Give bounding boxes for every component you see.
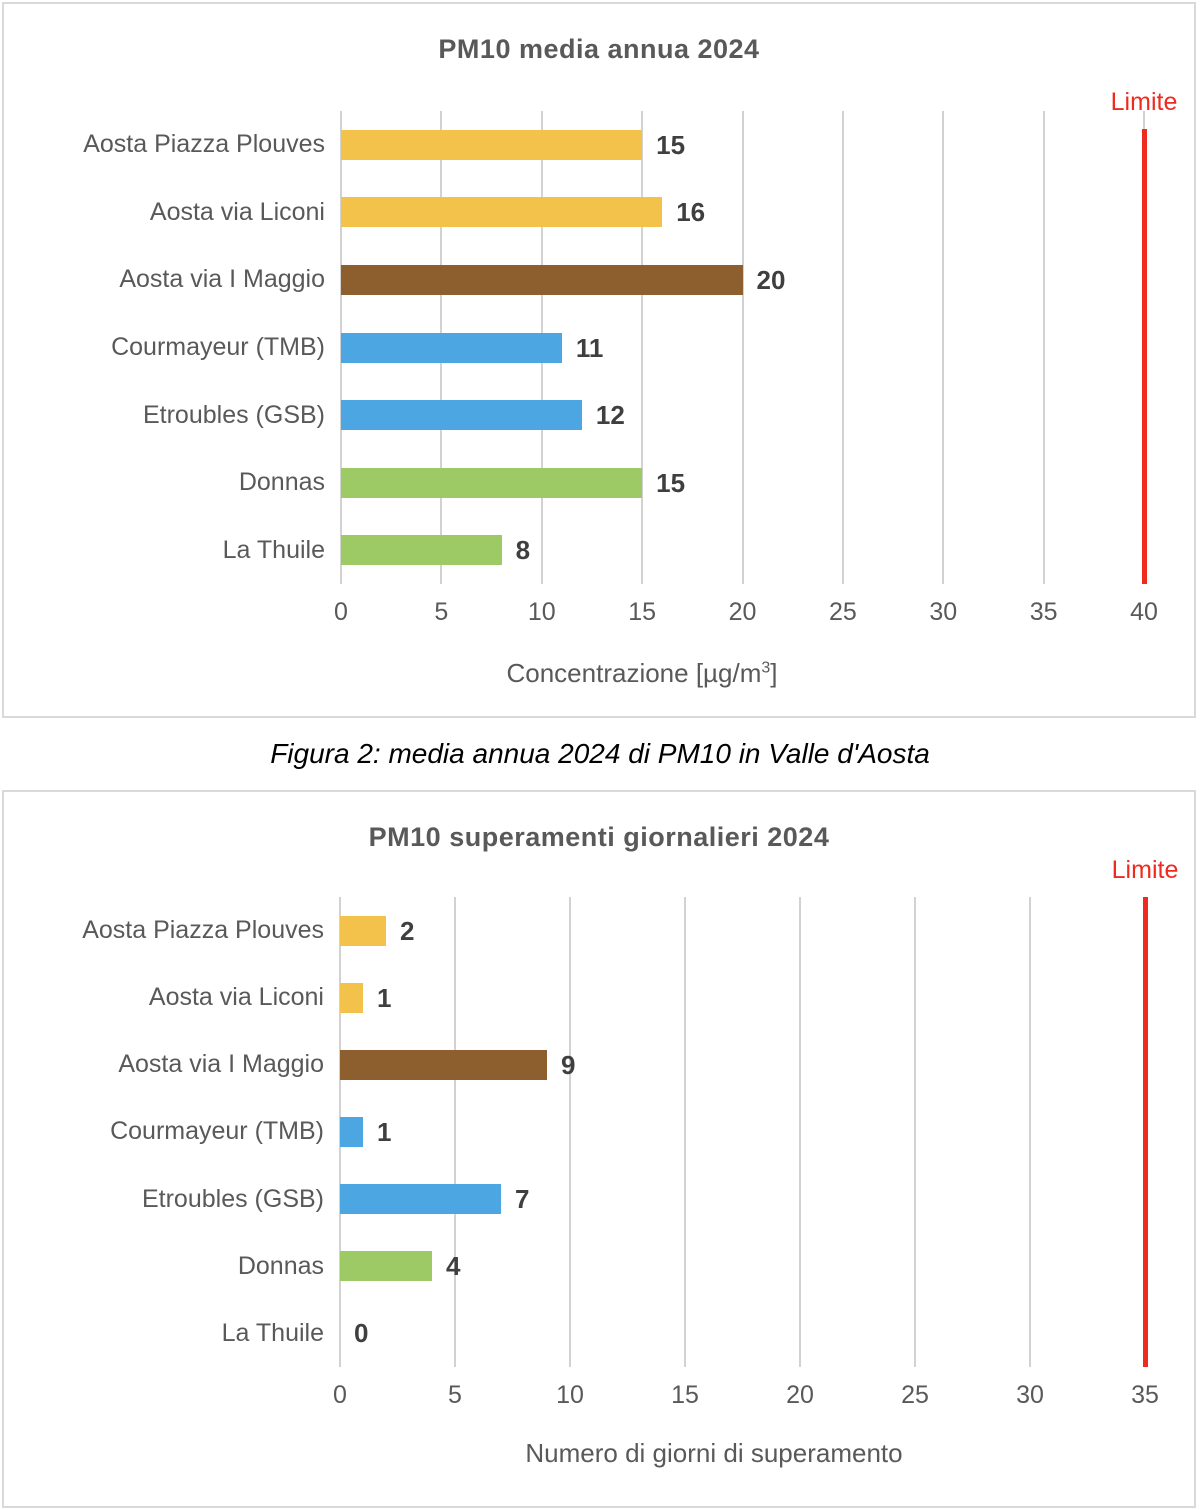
category-label-aosta-via-i-maggio: Aosta via I Maggio (118, 1050, 324, 1079)
category-label-aosta-via-liconi: Aosta via Liconi (148, 983, 324, 1012)
bar-donnas (341, 467, 643, 498)
figure-caption: Figura 2: media annua 2024 di PM10 in Va… (270, 738, 930, 769)
x-tick-label-10: 10 (556, 1381, 584, 1409)
x-tick-label-5: 5 (434, 598, 449, 626)
pm10-daily-exceedances-chart: PM10 superamenti giornalieri 2024 Limite… (2, 790, 1196, 1508)
bar-value-label-donnas: 15 (656, 467, 686, 498)
category-label-aosta-via-i-maggio: Aosta via I Maggio (119, 265, 325, 294)
bar-value-label-la-thuile: 0 (354, 1318, 369, 1349)
gridline-15 (684, 897, 686, 1367)
x-axis-title-text: Concentrazione [µg/m (506, 658, 762, 688)
bar-etroubles-gsb (340, 1184, 501, 1215)
bar-donnas (340, 1251, 432, 1282)
bar-value-label-courmayeur-tmb: 1 (377, 1117, 392, 1147)
category-label-etroubles-gsb: Etroubles (GSB) (141, 1184, 324, 1213)
gridline-15 (641, 111, 644, 584)
category-label-courmayeur-tmb: Courmayeur (TMB) (111, 332, 325, 361)
bar-value-label-etroubles-gsb: 7 (515, 1184, 530, 1215)
x-axis-title-suffix: ] (770, 658, 778, 688)
x-axis-title: Concentrazione [µg/m3] (322, 658, 962, 689)
bar-value-label-aosta-piazza-plouves: 15 (656, 129, 686, 160)
x-tick-label-10: 10 (527, 598, 556, 626)
bar-value-label-aosta-via-liconi: 16 (676, 197, 706, 228)
bar-etroubles-gsb (341, 400, 582, 431)
gridline-10 (569, 897, 571, 1367)
x-axis-title-text: Numero di giorni di superamento (525, 1438, 903, 1468)
plot-area: 15 16 20 11 12 15 8 (340, 111, 1147, 584)
bar-value-label-la-thuile: 8 (515, 535, 531, 566)
gridline-5 (454, 897, 456, 1367)
limit-line (1141, 129, 1147, 584)
category-label-aosta-via-liconi: Aosta via Liconi (149, 197, 325, 226)
bar-value-label-donnas: 4 (446, 1251, 461, 1282)
x-tick-label-5: 5 (448, 1381, 462, 1409)
x-tick-label-35: 35 (1131, 1381, 1159, 1409)
bar-aosta-via-i-maggio (341, 264, 743, 295)
category-label-etroubles-gsb: Etroubles (GSB) (142, 400, 325, 429)
bar-value-label-aosta-via-i-maggio: 20 (756, 264, 786, 295)
x-tick-label-0: 0 (333, 1381, 347, 1409)
bar-courmayeur-tmb (340, 1117, 363, 1147)
bar-aosta-via-i-maggio (340, 1049, 547, 1080)
gridline-25 (841, 111, 844, 584)
bar-aosta-via-liconi (340, 982, 363, 1013)
x-tick-label-30: 30 (929, 598, 958, 626)
x-tick-label-25: 25 (901, 1381, 929, 1409)
category-label-aosta-piazza-plouves: Aosta Piazza Plouves (83, 130, 325, 159)
category-label-donnas: Donnas (238, 468, 325, 497)
gridline-25 (914, 897, 916, 1367)
category-label-aosta-piazza-plouves: Aosta Piazza Plouves (82, 916, 324, 945)
bar-la-thuile (341, 535, 502, 566)
x-axis-title-superscript: 3 (761, 659, 771, 677)
category-label-la-thuile: La Thuile (222, 535, 325, 564)
chart-title: PM10 media annua 2024 (438, 34, 760, 64)
category-label-courmayeur-tmb: Courmayeur (TMB) (110, 1117, 324, 1146)
bar-courmayeur-tmb (341, 332, 562, 363)
x-tick-label-40: 40 (1130, 598, 1158, 626)
gridline-30 (1029, 897, 1031, 1367)
pm10-annual-mean-chart: PM10 media annua 2024 Limite 15 16 20 11 12 1… (2, 2, 1196, 718)
gridline-20 (741, 111, 744, 584)
x-tick-label-20: 20 (786, 1381, 814, 1409)
gridline-30 (942, 111, 945, 584)
bar-value-label-courmayeur-tmb: 11 (575, 332, 604, 363)
x-tick-label-35: 35 (1029, 598, 1058, 626)
limit-line (1142, 897, 1148, 1367)
bar-value-label-etroubles-gsb: 12 (595, 400, 625, 431)
bar-aosta-piazza-plouves (340, 915, 386, 946)
category-label-la-thuile: La Thuile (221, 1318, 324, 1347)
gridline-35 (1042, 111, 1045, 584)
x-tick-label-30: 30 (1016, 1381, 1044, 1409)
x-axis-title: Numero di giorni di superamento (394, 1438, 1034, 1469)
bar-aosta-via-liconi (341, 197, 663, 228)
bar-aosta-piazza-plouves (341, 129, 643, 160)
gridline-20 (799, 897, 801, 1367)
x-tick-label-25: 25 (828, 598, 857, 626)
chart-title: PM10 superamenti giornalieri 2024 (368, 822, 830, 852)
limit-label: Limite (1111, 856, 1179, 884)
x-tick-label-15: 15 (628, 598, 657, 626)
x-tick-label-20: 20 (728, 598, 757, 626)
x-tick-label-0: 0 (334, 598, 348, 626)
category-label-donnas: Donnas (237, 1251, 324, 1280)
x-tick-label-15: 15 (671, 1381, 699, 1409)
bar-value-label-aosta-piazza-plouves: 2 (400, 915, 415, 946)
bar-value-label-aosta-via-liconi: 1 (377, 982, 392, 1013)
bar-value-label-aosta-via-i-maggio: 9 (561, 1049, 576, 1080)
